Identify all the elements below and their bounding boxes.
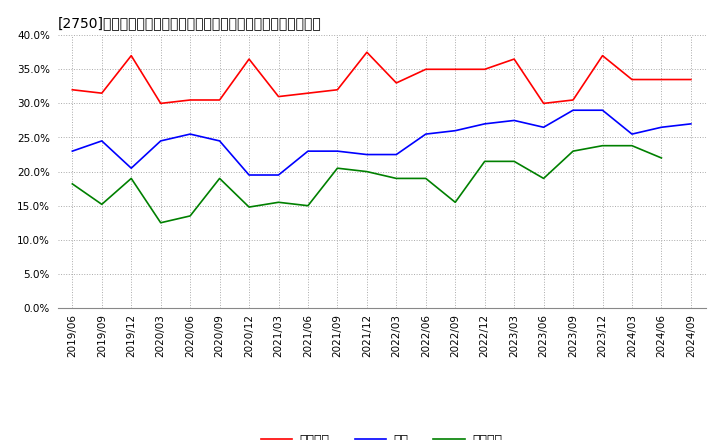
Legend: 売上債権, 在庫, 買入債務: 売上債権, 在庫, 買入債務 (256, 429, 507, 440)
Text: [2750]　売上債権、在庫、買入債務の総資産に対する比率の推移: [2750] 売上債権、在庫、買入債務の総資産に対する比率の推移 (58, 16, 321, 30)
